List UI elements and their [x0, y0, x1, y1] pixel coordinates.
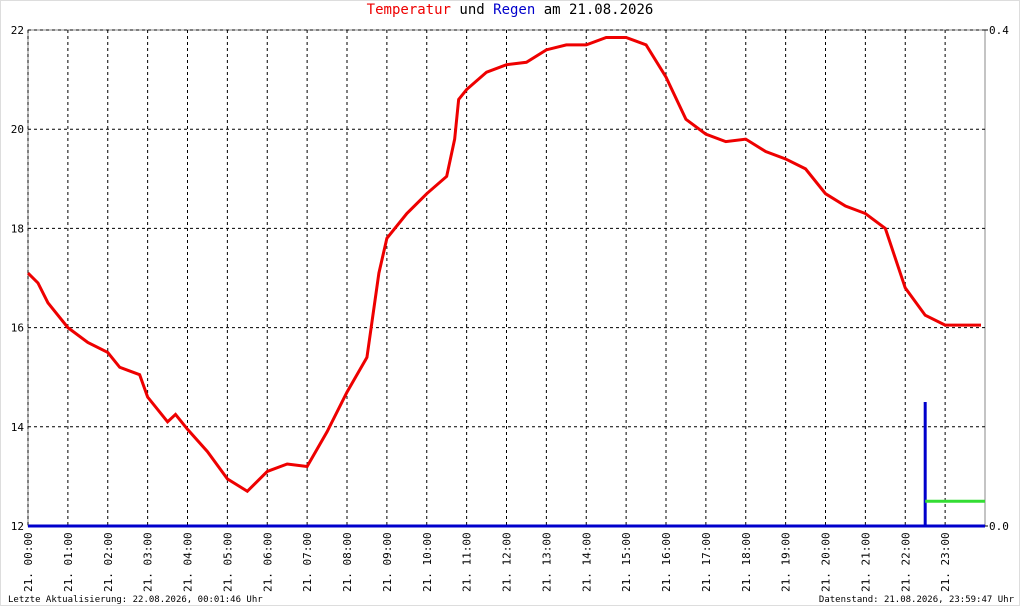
x-tick-label: 21. 12:00 — [501, 532, 514, 592]
x-tick-label: 21. 14:00 — [580, 532, 593, 592]
x-tick-label: 21. 22:00 — [899, 532, 912, 592]
y-tick-label: 22 — [11, 24, 24, 37]
x-tick-label: 21. 01:00 — [62, 532, 75, 592]
x-tick-label: 21. 15:00 — [620, 532, 633, 592]
x-tick-label: 21. 18:00 — [740, 532, 753, 592]
x-tick-label: 21. 04:00 — [182, 532, 195, 592]
x-tick-label: 21. 00:00 — [22, 532, 35, 592]
x-tick-label: 21. 08:00 — [341, 532, 354, 592]
y-tick-label: 18 — [11, 222, 24, 235]
y2-tick-label: 0.0 — [989, 520, 1009, 533]
x-tick-label: 21. 20:00 — [820, 532, 833, 592]
footer-right: Datenstand: 21.08.2026, 23:59:47 Uhr — [819, 595, 1015, 605]
series-line — [28, 402, 985, 528]
x-tick-label: 21. 06:00 — [261, 532, 274, 592]
title-date: am 21.08.2026 — [544, 2, 654, 18]
x-tick-label: 21. 11:00 — [461, 532, 474, 592]
x-tick-label: 21. 17:00 — [700, 532, 713, 592]
x-tick-label: 21. 07:00 — [301, 532, 314, 592]
x-tick-label: 21. 19:00 — [780, 532, 793, 592]
x-tick-label: 21. 03:00 — [142, 532, 155, 592]
series-line — [26, 35, 982, 494]
y2-tick-label: 0.4 — [989, 24, 1009, 37]
footer-left: Letzte Aktualisierung: 22.08.2026, 00:01… — [8, 595, 263, 605]
y-tick-label: 20 — [11, 123, 24, 136]
x-tick-label: 21. 09:00 — [381, 532, 394, 592]
x-tick-label: 21. 10:00 — [421, 532, 434, 592]
y-tick-label: 12 — [11, 520, 24, 533]
title-rain: Regen — [493, 2, 535, 18]
x-tick-label: 21. 16:00 — [660, 532, 673, 592]
y-tick-label: 14 — [11, 421, 25, 434]
x-tick-label: 21. 02:00 — [102, 532, 115, 592]
y-tick-label: 16 — [11, 322, 24, 335]
x-tick-label: 21. 13:00 — [540, 532, 553, 592]
title-temp: Temperatur — [367, 2, 451, 18]
x-tick-label: 21. 21:00 — [859, 532, 872, 592]
title-und: und — [459, 2, 484, 18]
x-tick-label: 21. 05:00 — [221, 532, 234, 592]
chart-title: Temperatur und Regen am 21.08.2026 — [367, 2, 654, 18]
x-tick-label: 21. 23:00 — [939, 532, 952, 592]
